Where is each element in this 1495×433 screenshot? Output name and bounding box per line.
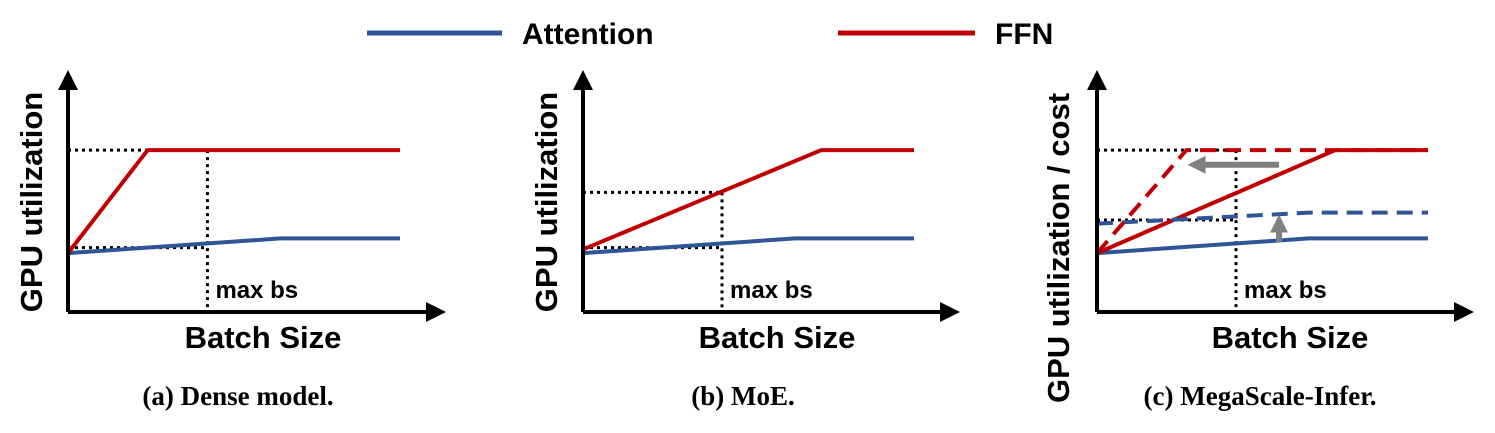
panel-c-attention-dashed-line [1096,210,1428,226]
panel-c-ffn-dashed-line [1095,148,1428,255]
panel-a-attention-solid-line [67,236,400,256]
panel-b: GPU utilization Batch Size (b) MoE. max … [529,70,960,411]
panel-a-xlabel: Batch Size [185,320,342,355]
panel-c-max-bs-label: max bs [1244,277,1327,304]
panel-a-max-bs-label: max bs [215,277,298,304]
panel-b-attention-solid-line [582,236,914,256]
panel-b-caption: (b) MoE. [691,381,795,411]
panel-b-ylabel: GPU utilization [529,92,564,312]
panel-c: GPU utilization / cost Batch Size (c) Me… [1041,70,1474,411]
panel-b-plot: max bs [573,70,960,322]
panel-c-ylabel: GPU utilization / cost [1041,93,1076,403]
panel-a-ffn-solid-line [66,148,400,255]
legend-label-ffn: FFN [995,18,1053,51]
legend-label-attention: Attention [522,18,654,51]
legend: Attention FFN [367,18,1053,51]
panel-b-ffn-solid-line [582,148,914,252]
panel-c-caption: (c) MegaScale-Infer. [1144,381,1377,411]
panel-a-ylabel: GPU utilization [14,92,49,312]
panel-c-xlabel: Batch Size [1212,320,1369,355]
panel-a: GPU utilization Batch Size (a) Dense mod… [14,70,446,411]
panel-b-max-bs-label: max bs [730,277,813,304]
panel-c-attention-solid-line [1096,236,1428,256]
panel-b-xlabel: Batch Size [699,320,856,355]
panel-a-caption: (a) Dense model. [142,381,333,411]
panel-a-plot: max bs [58,70,446,322]
panel-c-plot: max bs [1087,70,1474,322]
